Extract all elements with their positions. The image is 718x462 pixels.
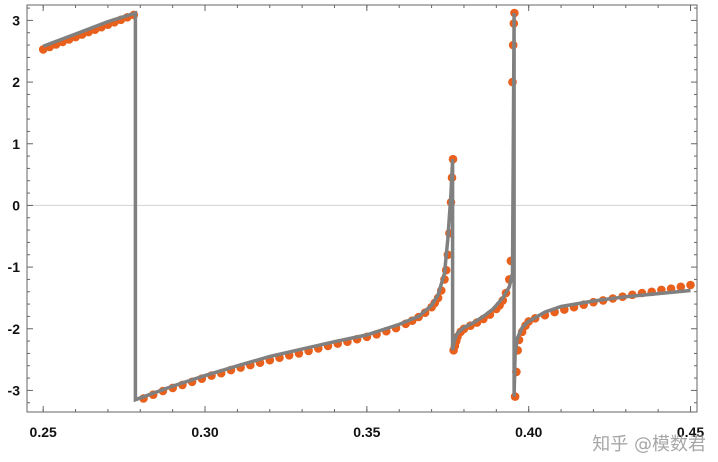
y-tick-label: -2 xyxy=(8,321,21,337)
x-tick-label: 0.30 xyxy=(191,424,218,440)
x-axis: 0.25 0.30 0.35 0.40 0.45 xyxy=(30,5,704,440)
data-point xyxy=(676,282,686,292)
plot-frame xyxy=(26,4,698,413)
data-point xyxy=(686,280,695,290)
y-tick-label: -3 xyxy=(8,382,21,398)
y-tick-label: 3 xyxy=(12,12,20,28)
y-tick-label: 1 xyxy=(12,136,20,152)
x-tick-label: 0.40 xyxy=(515,424,542,440)
series-line xyxy=(42,10,691,403)
y-tick-label: -1 xyxy=(8,259,21,275)
y-axis: -3 -2 -1 0 1 2 3 xyxy=(8,7,697,404)
y-tick-label: 0 xyxy=(12,197,20,213)
y-tick-label: 2 xyxy=(12,74,20,90)
x-tick-label: 0.35 xyxy=(353,424,380,440)
watermark: 知乎 @模数君 xyxy=(592,434,706,455)
x-tick-label: 0.45 xyxy=(677,424,704,440)
x-tick-label: 0.25 xyxy=(30,424,57,440)
